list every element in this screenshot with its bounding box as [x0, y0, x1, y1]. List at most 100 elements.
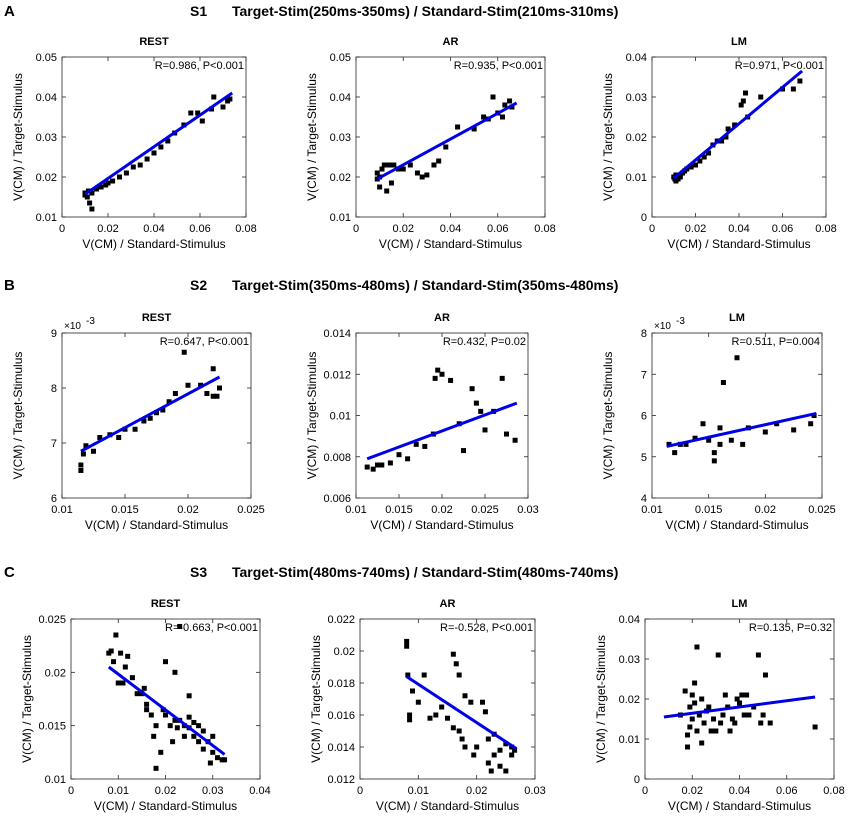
data-point — [78, 468, 84, 473]
y-tick-label: 0.01 — [45, 774, 66, 786]
x-tick-label: 0.01 — [345, 504, 366, 516]
data-point — [725, 704, 731, 710]
data-point — [808, 421, 814, 427]
data-point — [758, 720, 764, 726]
data-point — [204, 391, 210, 396]
data-point — [791, 427, 797, 433]
scatter-panel-c-lm: 0 0.02 0.04 0.06 0.08 0 0.01 0.02 0.03 0.04 V(CM) … — [594, 598, 845, 813]
data-point — [405, 672, 411, 678]
data-point — [222, 757, 228, 763]
data-point — [200, 746, 206, 752]
panel-letter-c: C — [4, 564, 15, 581]
x-tick-label: 0.02 — [97, 223, 118, 235]
data-point — [413, 441, 419, 447]
axes-box — [70, 618, 261, 780]
x-tick-label: 0.01 — [108, 785, 129, 797]
data-point — [481, 114, 487, 120]
data-point — [455, 124, 461, 130]
data-point — [685, 744, 691, 750]
data-point — [708, 728, 714, 734]
data-point — [113, 632, 119, 638]
row-title-c: Target-Stim(480ms-740ms) / Standard-Stim… — [232, 564, 618, 580]
x-tick-label: 0.02 — [685, 223, 706, 235]
data-point — [196, 723, 202, 729]
data-point — [160, 407, 166, 413]
data-point — [503, 741, 509, 747]
scatter-panel-b-ar: 0.01 0.015 0.02 0.025 0.03 0.006 0.008 0.01 0.01… — [305, 312, 539, 532]
data-point — [220, 104, 226, 110]
data-point — [89, 206, 95, 212]
data-point — [811, 413, 817, 418]
y-exponent-power: -3 — [676, 316, 685, 327]
data-point — [214, 393, 220, 399]
y-axis-label: V(CM) / Target-Stimulus — [305, 352, 319, 480]
data-point — [407, 717, 413, 723]
y-tick-label: 0.015 — [38, 721, 66, 733]
data-point — [167, 723, 173, 729]
data-point — [439, 704, 445, 710]
y-tick-label: 0.02 — [36, 172, 57, 184]
y-tick-label: 0.03 — [36, 132, 57, 144]
panel-title: AR — [434, 312, 450, 324]
x-tick-label: 0.01 — [51, 504, 72, 516]
x-tick-label: 0.08 — [534, 223, 555, 235]
data-point — [153, 723, 159, 729]
data-point — [396, 452, 402, 458]
regression-line — [84, 91, 234, 196]
y-tick-label: 0.014 — [327, 742, 355, 754]
data-point — [105, 180, 111, 186]
data-point — [123, 170, 129, 176]
y-tick-label: 6 — [641, 411, 647, 423]
data-point — [473, 400, 479, 406]
data-point — [186, 714, 192, 720]
data-point — [491, 752, 497, 758]
y-tick-label: 0.02 — [334, 646, 355, 658]
data-point — [141, 685, 147, 691]
data-point — [185, 382, 191, 388]
data-point — [711, 716, 717, 722]
data-point — [87, 200, 93, 206]
x-axis-label: V(CM) / Standard-Stimulus — [668, 799, 811, 813]
data-point — [482, 427, 488, 433]
data-point — [509, 752, 515, 758]
data-point — [111, 659, 117, 665]
data-point — [151, 150, 157, 156]
data-point — [743, 90, 749, 96]
data-point — [760, 712, 766, 718]
data-point — [456, 672, 462, 678]
data-point — [170, 739, 176, 745]
axes-box — [61, 332, 252, 499]
data-point — [744, 692, 750, 698]
data-point — [227, 96, 233, 102]
data-point — [762, 672, 768, 678]
data-point — [188, 110, 194, 116]
data-point — [717, 441, 723, 447]
x-axis-label: V(CM) / Standard-Stimulus — [94, 799, 237, 813]
data-point — [504, 431, 509, 437]
data-point — [210, 733, 216, 739]
x-tick-label: 0 — [68, 785, 74, 797]
data-point — [165, 138, 171, 144]
data-point — [210, 749, 216, 755]
data-point — [407, 712, 413, 718]
data-point — [172, 717, 178, 723]
data-point — [693, 162, 698, 168]
data-point — [700, 421, 706, 427]
data-point — [688, 164, 694, 170]
data-point — [436, 158, 442, 164]
data-point — [144, 707, 150, 713]
y-tick-label: 0.006 — [323, 493, 351, 505]
data-point — [432, 375, 438, 381]
y-axis-label: V(CM) / Target-Stimulus — [601, 352, 615, 480]
y-tick-label: 0.01 — [330, 212, 351, 224]
data-point — [117, 174, 122, 180]
x-axis-label: V(CM) / Standard-Stimulus — [85, 518, 228, 532]
y-exponent-power: -3 — [86, 316, 95, 327]
x-axis-label: V(CM) / Standard-Stimulus — [667, 237, 810, 251]
data-point — [469, 386, 475, 392]
data-point — [108, 648, 114, 654]
data-point — [163, 659, 168, 665]
data-point — [191, 719, 197, 725]
data-point — [379, 462, 385, 468]
y-tick-label: 0.05 — [330, 52, 351, 64]
